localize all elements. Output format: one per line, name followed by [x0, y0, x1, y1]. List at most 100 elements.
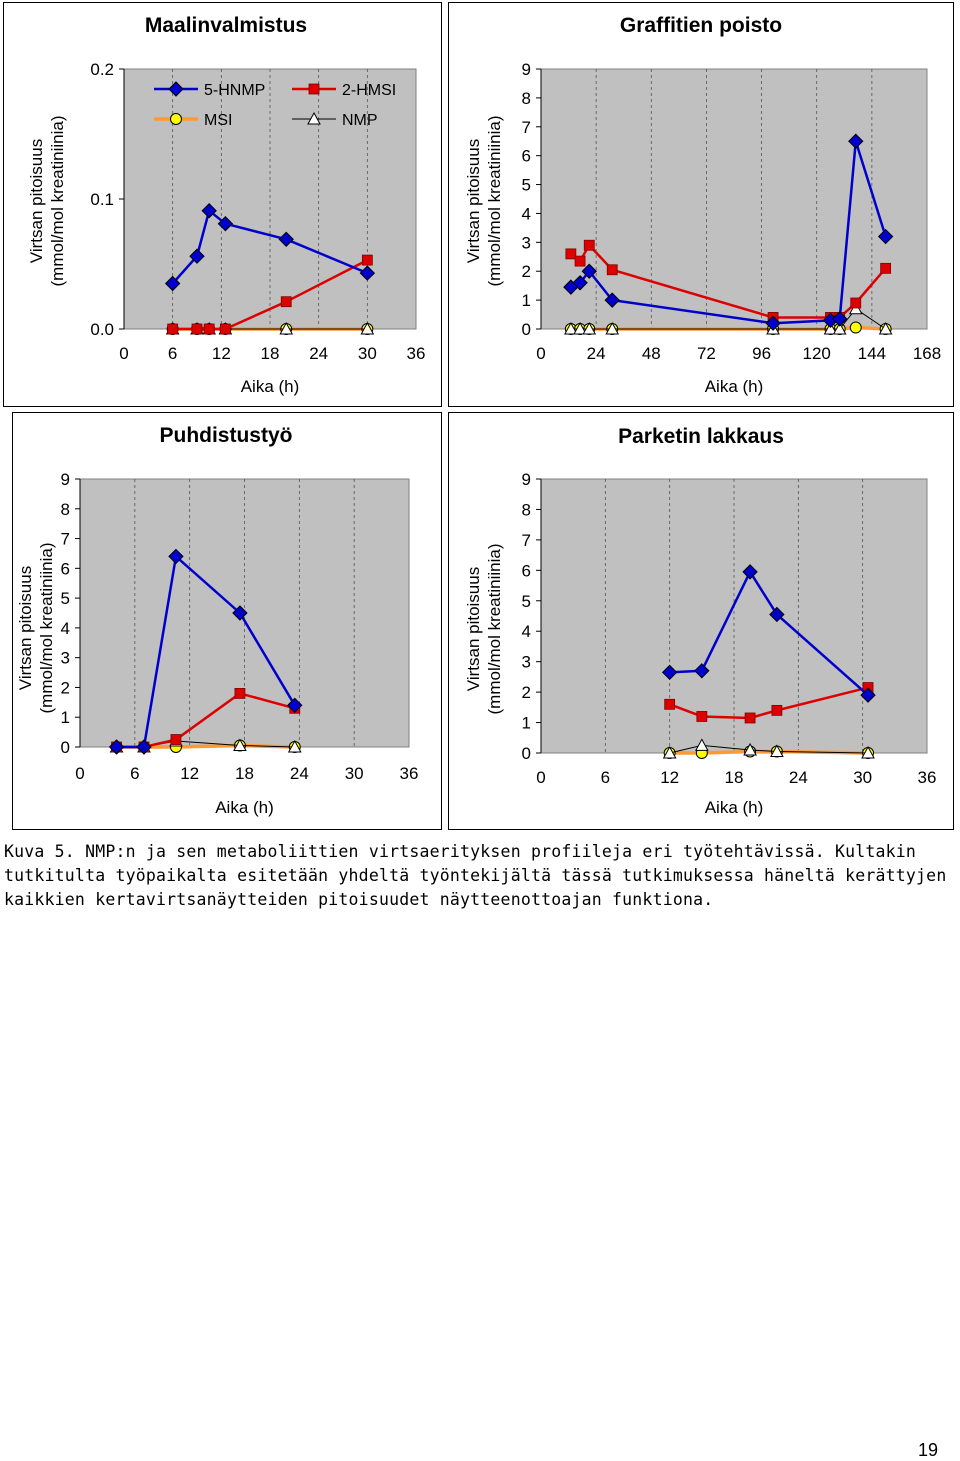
- series-5-hnmp: [661, 564, 876, 703]
- plot-area: [540, 68, 928, 330]
- point-2-hmsi: [280, 296, 292, 308]
- point-nmp: [662, 745, 677, 759]
- series-5-hnmp: [563, 133, 894, 331]
- point-5-hnmp: [217, 215, 234, 232]
- y-axis-label: Virtsan pitoisuus (mmol/mol kreatiniinia): [27, 116, 67, 287]
- x-tick-label: 0: [75, 764, 84, 783]
- chart-panel-graffitien-poisto: 0 1 2 3 4 5 6 7 8 9 0 24 48 72 96 120 144 168 Graffitien p…: [448, 2, 954, 407]
- point-5-hnmp: [765, 315, 781, 331]
- y-tick-label: 4: [61, 619, 70, 638]
- y-axis-label-line: Virtsan pitoisuus: [464, 139, 483, 263]
- x-tick-label: 0: [536, 344, 545, 363]
- y-tick-label: 6: [61, 559, 70, 578]
- point-5-hnmp: [136, 739, 152, 755]
- point-2-hmsi: [574, 255, 586, 267]
- chart-maalinvalmistus: 0.0 0.1 0.2 0 6 12 18 24 30 36 Maalinvalmistus Aika…: [27, 14, 425, 396]
- y-tick-label: 1: [522, 291, 531, 310]
- x-tick-label: 30: [345, 764, 364, 783]
- point-2-hmsi: [170, 734, 182, 745]
- point-5-hnmp: [201, 202, 217, 219]
- point-5-hnmp: [831, 311, 848, 327]
- point-nmp: [861, 745, 875, 759]
- point-2-hmsi: [191, 323, 203, 335]
- caption-line-2: tutkitulta työpaikalta esitetään yhdeltä…: [4, 866, 947, 885]
- x-tick-label: 72: [697, 344, 716, 363]
- x-tick-label: 0: [119, 344, 128, 363]
- legend-label-nmp: NMP: [342, 112, 378, 129]
- point-2-hmsi: [565, 248, 577, 260]
- y-tick-label: 9: [522, 60, 531, 79]
- point-5-hnmp: [108, 739, 125, 755]
- point-2-hmsi: [167, 323, 179, 335]
- x-tick-label: 48: [642, 344, 661, 363]
- legend-marker-nmp: [307, 111, 321, 125]
- point-5-hnmp: [572, 275, 588, 291]
- y-tick-label: 0: [522, 320, 531, 339]
- legend-marker-2-hmsi: [308, 83, 320, 95]
- series-2-hmsi: [167, 254, 373, 335]
- point-5-hnmp: [189, 248, 205, 264]
- x-axis-label: Aika (h): [241, 377, 300, 396]
- point-5-hnmp: [164, 275, 181, 292]
- chart-panel-parketin-lakkaus: 0 1 2 3 4 5 6 7 8 9 0 6 12 18 24 30 36 Parketin lakkaus Ai…: [448, 412, 954, 830]
- series-5-hnmp: [108, 548, 303, 755]
- point-5-hnmp: [359, 265, 376, 281]
- point-5-hnmp: [581, 263, 597, 279]
- legend: 5-HNMP 2-HMSI MSI NMP: [154, 81, 396, 129]
- point-2-hmsi: [219, 323, 231, 335]
- y-tick-label: 8: [61, 500, 70, 519]
- y-tick-label: 3: [522, 653, 531, 672]
- caption-line-3: kaikkien kertavirtsanäytteiden pitoisuud…: [4, 890, 714, 909]
- y-tick-label: 9: [61, 470, 70, 489]
- point-5-hnmp: [848, 133, 864, 149]
- x-tick-label: 6: [601, 768, 610, 787]
- x-tick-label: 24: [309, 344, 328, 363]
- point-2-hmsi: [880, 262, 892, 274]
- point-nmp: [605, 321, 620, 335]
- x-tick-label: 12: [212, 344, 231, 363]
- point-nmp: [823, 321, 838, 335]
- y-tick-label: 1: [522, 714, 531, 733]
- x-tick-label: 36: [918, 768, 937, 787]
- x-tick-label: 24: [587, 344, 606, 363]
- plot-area: [540, 478, 928, 754]
- chart-title: Parketin lakkaus: [618, 425, 784, 448]
- x-tick-label: 12: [660, 768, 679, 787]
- x-tick-label: 144: [858, 344, 886, 363]
- y-tick-label: 6: [522, 561, 531, 580]
- point-2-hmsi: [771, 704, 783, 716]
- x-tick-label: 36: [400, 764, 419, 783]
- point-5-hnmp: [168, 548, 184, 565]
- legend-label-2-hmsi: 2-HMSI: [342, 82, 396, 99]
- point-nmp: [743, 742, 757, 756]
- y-tick-label: 7: [522, 531, 531, 550]
- point-2-hmsi: [203, 323, 215, 335]
- y-axis-label-line: Virtsan pitoisuus: [16, 566, 35, 690]
- point-5-hnmp: [769, 606, 785, 623]
- y-axis-label-line: Virtsan pitoisuus: [27, 139, 46, 263]
- x-tick-label: 18: [261, 344, 280, 363]
- y-tick-label: 0: [61, 738, 70, 757]
- y-axis-label-line: (mmol/mol kreatiniinia): [485, 116, 504, 287]
- x-tick-label: 30: [853, 768, 872, 787]
- x-tick-label: 120: [803, 344, 831, 363]
- y-tick-label: 5: [61, 589, 70, 608]
- y-tick-label: 1: [61, 708, 70, 727]
- y-tick-label: 8: [522, 89, 531, 108]
- y-axis-label: Virtsan pitoisuus (mmol/mol kreatiniinia): [464, 116, 504, 287]
- y-tick-label: 0.1: [90, 190, 114, 209]
- point-nmp: [573, 321, 587, 335]
- y-axis-label-line: (mmol/mol kreatiniinia): [485, 544, 504, 715]
- x-tick-label: 30: [358, 344, 377, 363]
- legend-label-msi: MSI: [204, 112, 232, 129]
- chart-panel-puhdistustyo: 0 1 2 3 4 5 6 7 8 9 0 6 12 18 24 30 36 Puhdistustyö Aika (…: [12, 412, 442, 830]
- legend-label-5-hnmp: 5-HNMP: [204, 82, 265, 99]
- point-5-hnmp: [694, 663, 710, 679]
- point-2-hmsi: [234, 687, 246, 699]
- x-axis-label: Aika (h): [705, 377, 764, 396]
- y-tick-label: 3: [522, 233, 531, 252]
- y-tick-label: 0.0: [90, 320, 114, 339]
- y-axis-label: Virtsan pitoisuus (mmol/mol kreatiniinia): [16, 543, 56, 714]
- x-axis-label: Aika (h): [215, 798, 274, 817]
